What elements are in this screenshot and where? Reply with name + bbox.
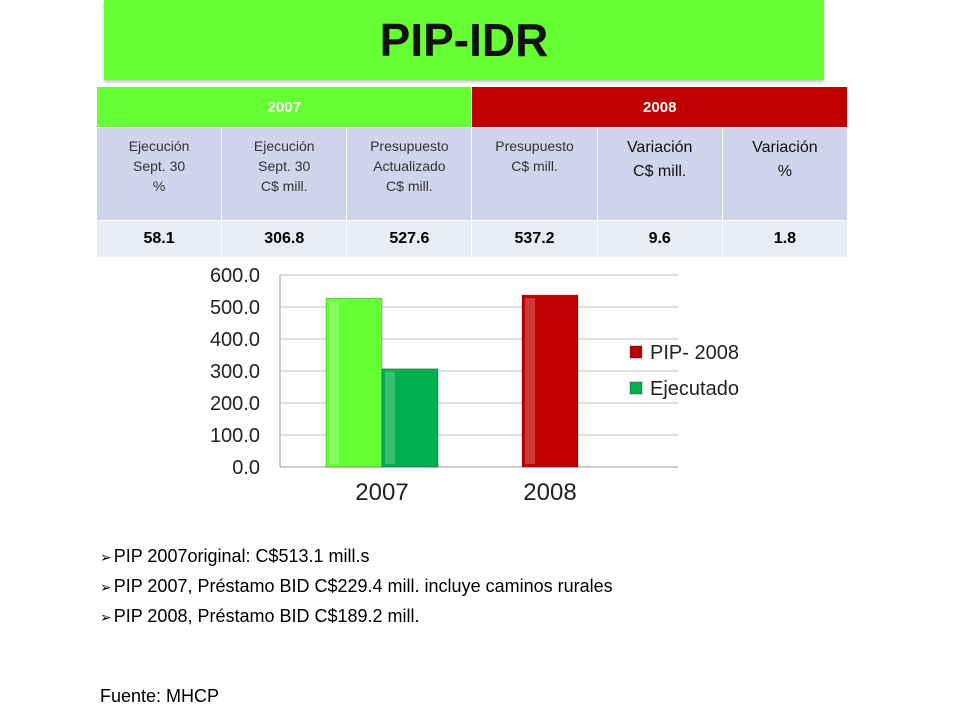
notes-list: ➢ PIP 2007original: C$513.1 mill.s ➢ PIP 2… <box>100 542 613 632</box>
y-tick-label: 400.0 <box>210 329 260 351</box>
bar-2007 <box>381 368 439 468</box>
y-tick-label: 200.0 <box>210 393 260 415</box>
table-cell: 1.8 <box>721 220 849 258</box>
note-text: PIP 2007, Préstamo BID C$229.4 mill. inc… <box>113 576 613 596</box>
table-cell: 9.6 <box>596 220 723 258</box>
table-cell: 537.2 <box>471 220 598 258</box>
bar-highlight <box>385 371 395 464</box>
y-tick-label: 300.0 <box>210 361 260 383</box>
column-header: Variación % <box>721 127 849 221</box>
arrow-bullet-icon: ➢ <box>100 549 112 565</box>
legend-swatch <box>629 381 643 395</box>
y-tick-label: 100.0 <box>210 425 260 447</box>
bar-2008 <box>521 294 579 468</box>
table-cell: 58.1 <box>95 220 223 258</box>
column-header: Variación C$ mill. <box>596 127 723 221</box>
arrow-bullet-icon: ➢ <box>100 609 112 625</box>
year-header-2007: 2007 <box>95 86 473 128</box>
legend-label: Ejecutado <box>650 378 739 400</box>
arrow-bullet-icon: ➢ <box>100 579 112 595</box>
column-header: Presupuesto Actualizado C$ mill. <box>346 127 473 221</box>
source-note: Fuente: MHCP <box>100 686 220 706</box>
table-cell: 527.6 <box>346 220 473 258</box>
column-header: Presupuesto C$ mill. <box>471 127 598 221</box>
table-cell: 306.8 <box>221 220 348 258</box>
list-item: ➢ PIP 2008, Préstamo BID C$189.2 mill. <box>100 602 613 632</box>
legend-swatch <box>629 345 643 359</box>
bar-chart: 0.0 100.0 200.0 300.0 400.0 500.0 600.0 2007 200… <box>210 265 739 506</box>
value-row: 58.1 306.8 527.6 537.2 9.6 1.8 <box>95 220 849 258</box>
list-item: ➢ PIP 2007original: C$513.1 mill.s <box>100 542 613 572</box>
page-title: PIP-IDR <box>379 14 549 66</box>
bar-highlight <box>329 301 339 464</box>
x-tick-label: 2008 <box>523 479 576 506</box>
column-header-row: Ejecución Sept. 30 % Ejecución Sept. 30 … <box>95 127 849 221</box>
title-banner: PIP-IDR <box>104 0 824 80</box>
y-tick-label: 600.0 <box>210 265 260 287</box>
year-header-2008: 2008 <box>471 86 848 128</box>
note-text: PIP 2007original: C$513.1 mill.s <box>113 546 370 566</box>
column-header: Ejecución Sept. 30 C$ mill. <box>221 127 348 221</box>
bar-highlight <box>525 298 535 464</box>
summary-table: 2007 2008 Ejecución Sept. 30 % Ejecución… <box>95 86 849 258</box>
legend-label: PIP- 2008 <box>650 342 739 364</box>
y-tick-label: 0.0 <box>232 457 260 479</box>
list-item: ➢ PIP 2007, Préstamo BID C$229.4 mill. in… <box>100 572 613 602</box>
bar-2007 <box>325 297 383 468</box>
y-tick-label: 500.0 <box>210 297 260 319</box>
column-header: Ejecución Sept. 30 % <box>95 127 223 221</box>
year-header-row: 2007 2008 <box>95 86 848 128</box>
note-text: PIP 2008, Préstamo BID C$189.2 mill. <box>113 606 420 626</box>
x-tick-label: 2007 <box>355 479 408 506</box>
